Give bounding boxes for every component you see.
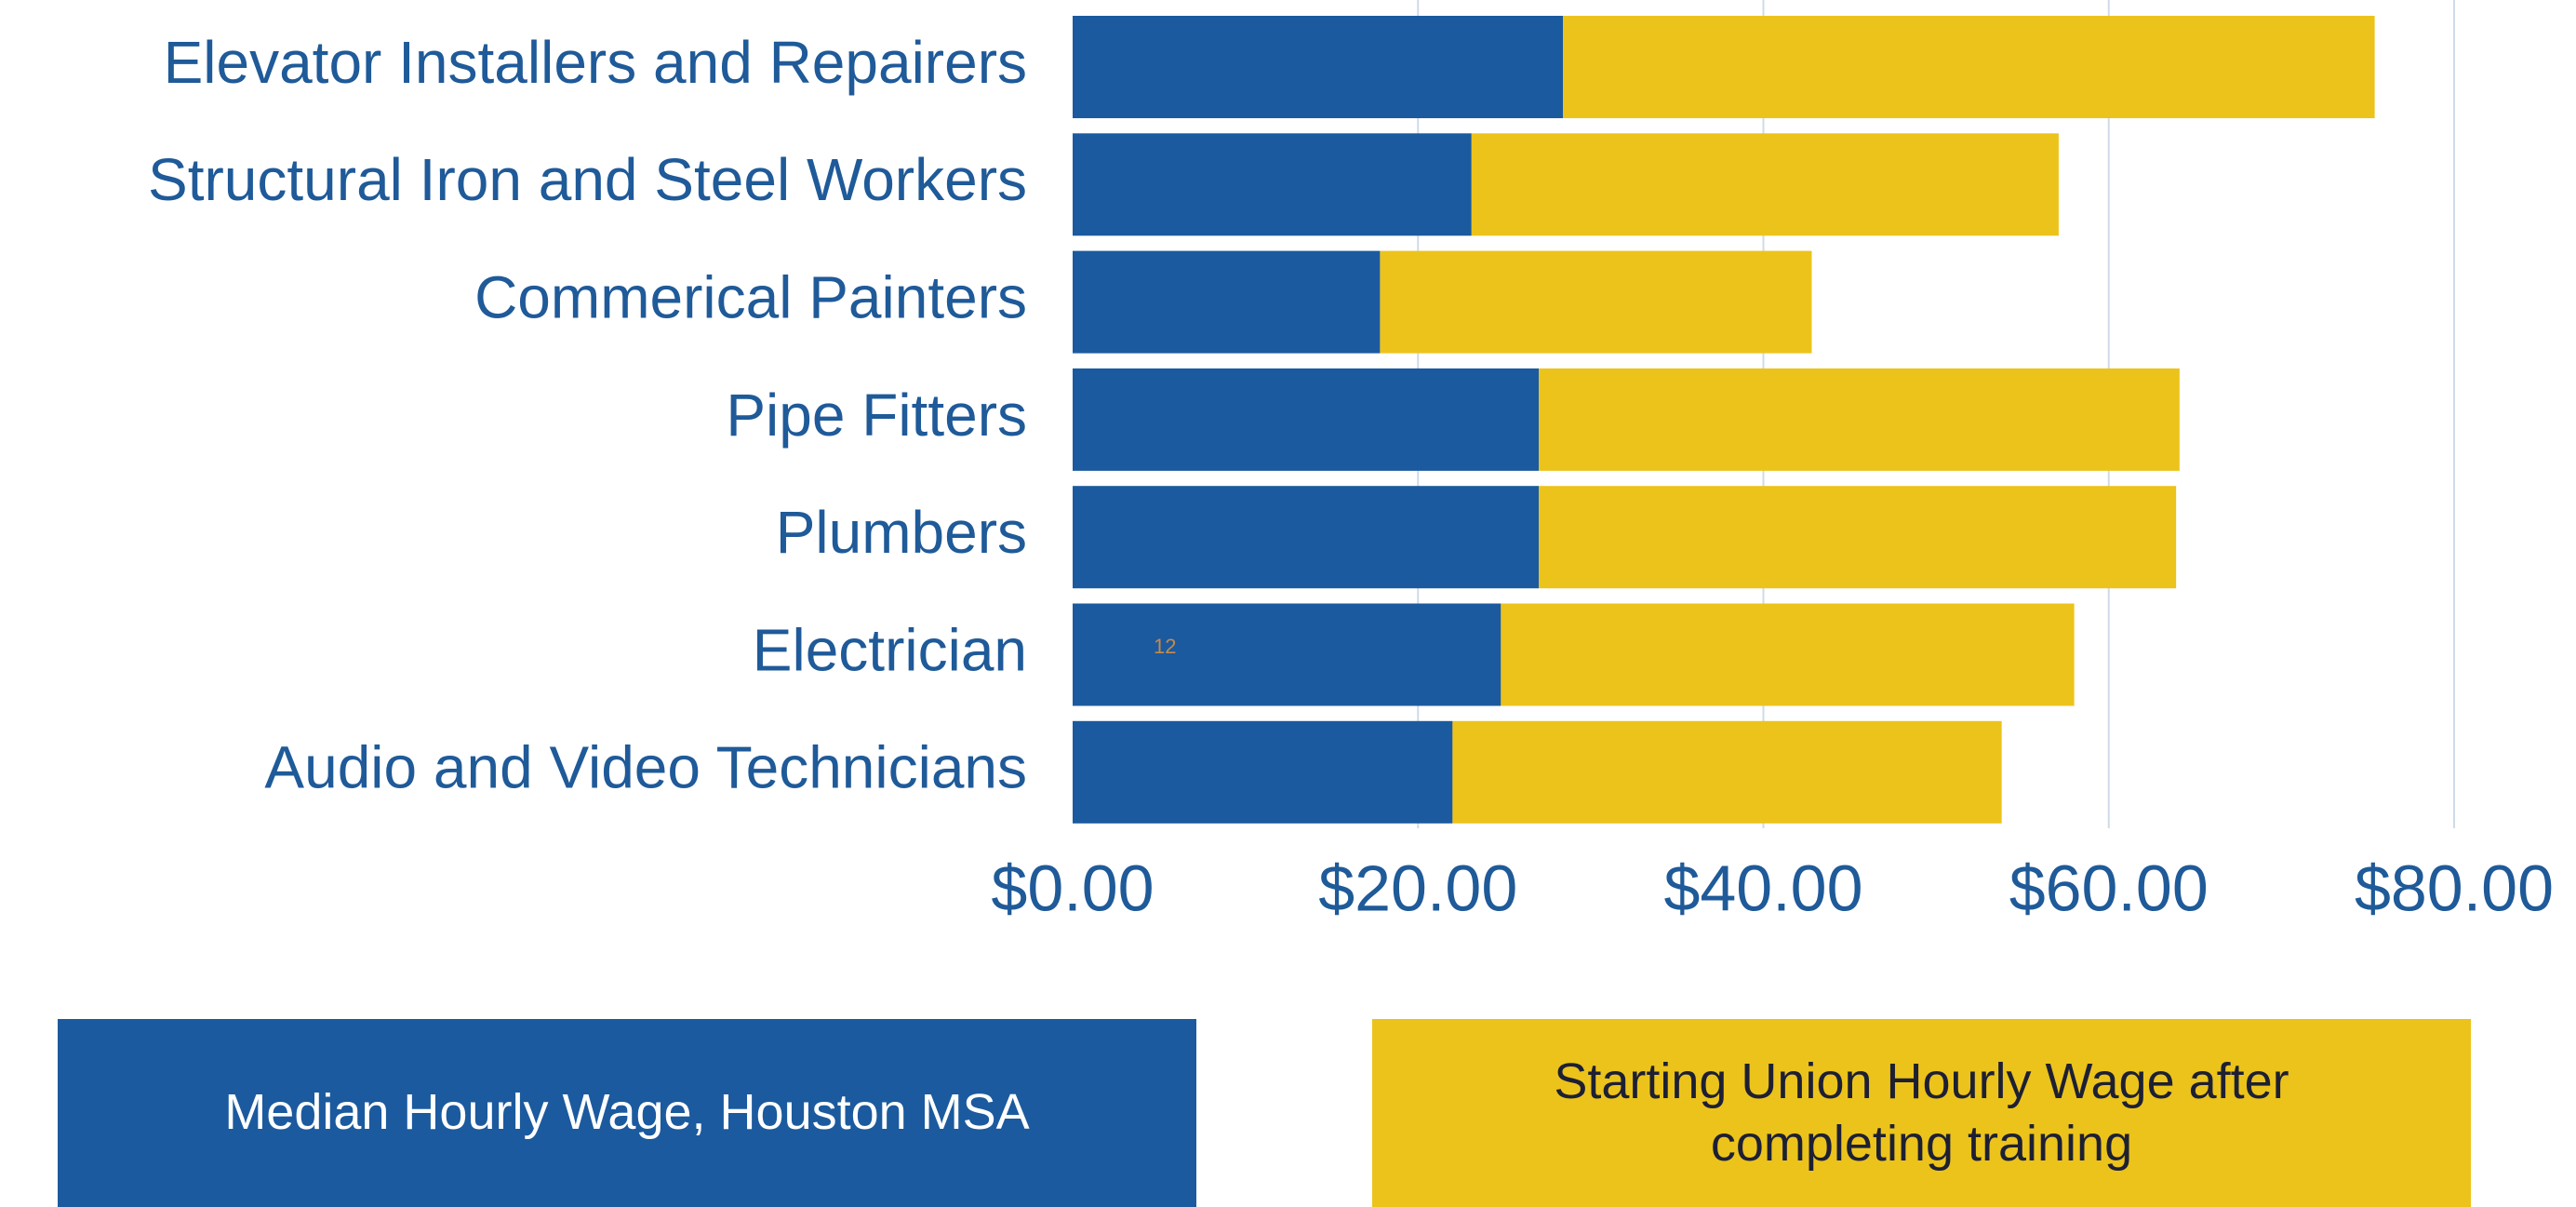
y-tick-label: Structural Iron and Steel Workers bbox=[148, 146, 1027, 213]
bar-segment bbox=[1073, 368, 1540, 471]
y-tick-label: Commerical Painters bbox=[474, 264, 1027, 331]
x-tick-label: $20.00 bbox=[1318, 852, 1517, 924]
bar-segment bbox=[1073, 133, 1472, 236]
y-tick-label: Electrician bbox=[753, 616, 1027, 683]
bar-segment bbox=[1073, 603, 1502, 706]
bar-segment bbox=[1539, 368, 2180, 471]
x-tick-label: $80.00 bbox=[2355, 852, 2554, 924]
y-tick-label: Plumbers bbox=[776, 499, 1027, 566]
bar-segment bbox=[1452, 720, 2002, 824]
x-tick-label: $60.00 bbox=[2009, 852, 2209, 924]
bar-segment bbox=[1073, 720, 1453, 824]
bar-segment bbox=[1380, 250, 1812, 354]
annotation: 12 bbox=[1154, 635, 1176, 658]
bar-segment bbox=[1073, 250, 1381, 354]
bar-segment bbox=[1073, 486, 1540, 589]
bar-segment bbox=[1501, 603, 2075, 706]
legend-entry: Median Hourly Wage, Houston MSA bbox=[58, 1019, 1196, 1207]
y-tick-label: Audio and Video Technicians bbox=[264, 734, 1027, 801]
y-tick-label: Elevator Installers and Repairers bbox=[164, 29, 1027, 96]
y-tick-label: Pipe Fitters bbox=[726, 382, 1027, 449]
bar-segment bbox=[1471, 133, 2059, 236]
bar-segment bbox=[1563, 16, 2375, 118]
x-tick-label: $0.00 bbox=[991, 852, 1154, 924]
legend-entry: Starting Union Hourly Wage after complet… bbox=[1372, 1019, 2471, 1207]
bar-segment bbox=[1539, 486, 2177, 589]
bar-segment bbox=[1073, 16, 1564, 118]
x-tick-label: $40.00 bbox=[1663, 852, 1862, 924]
chart: $0.00 $20.00 $40.00 $60.00 $80.00 Elevator In… bbox=[148, 0, 2554, 924]
